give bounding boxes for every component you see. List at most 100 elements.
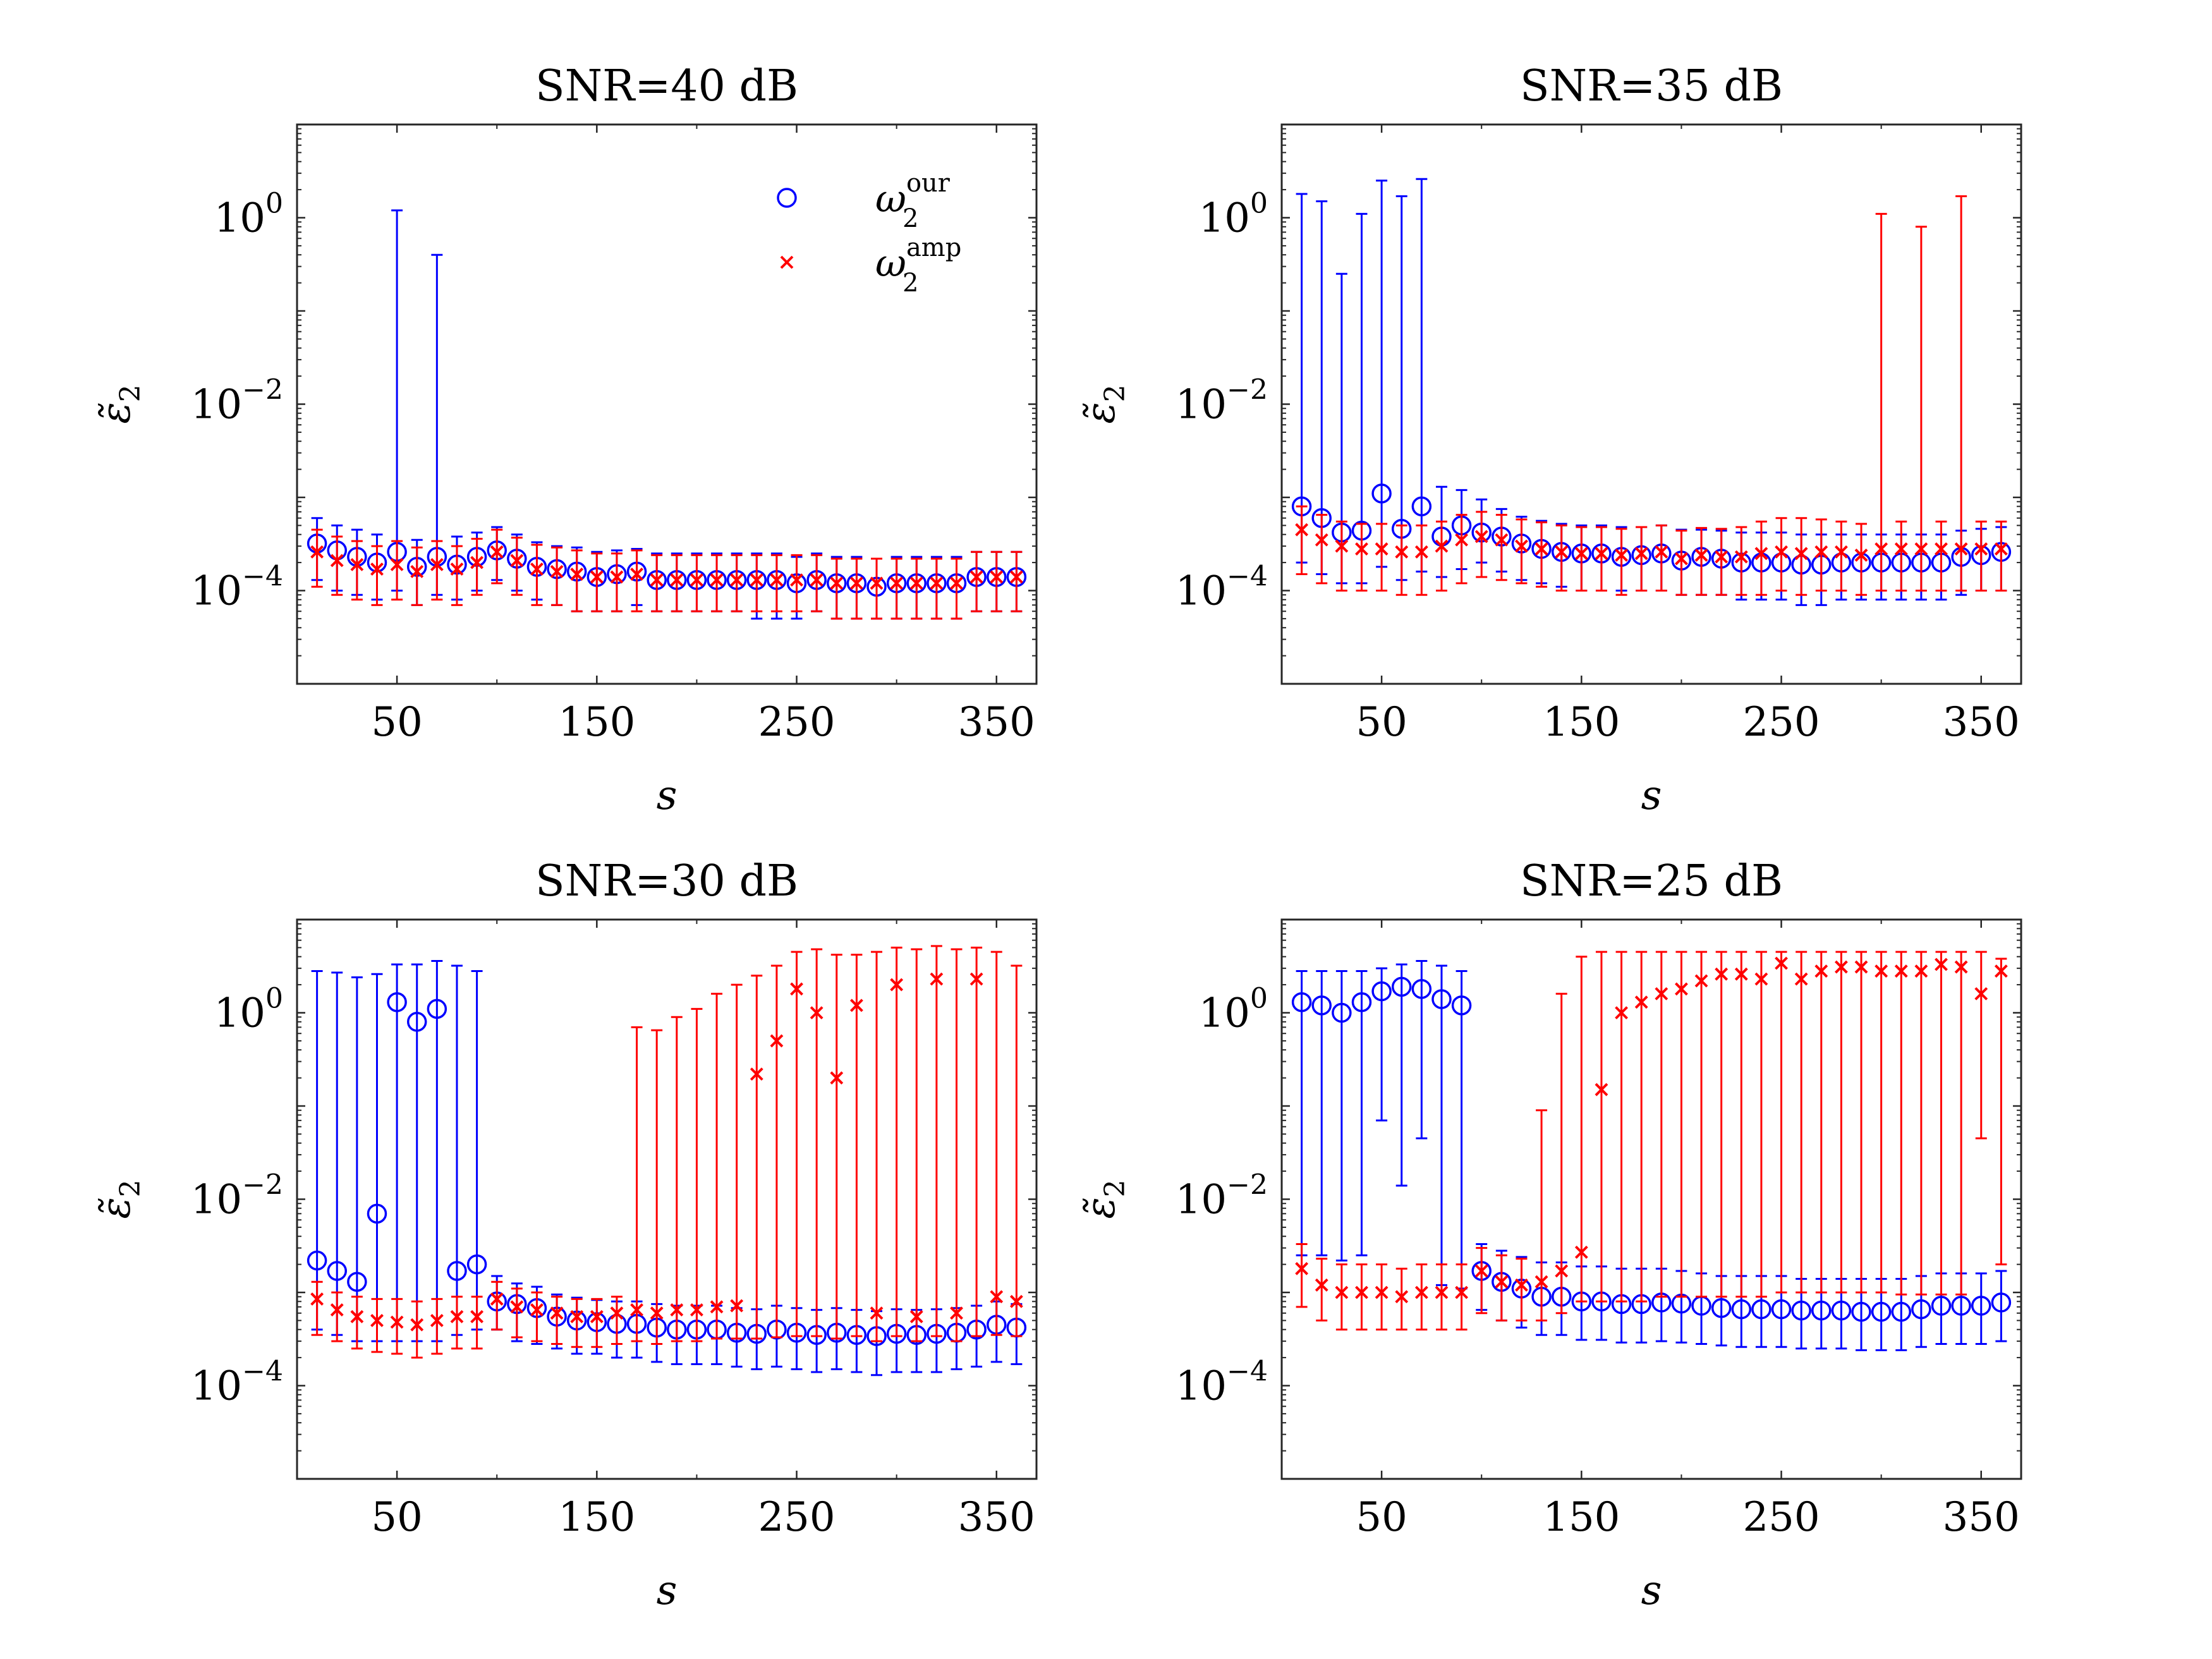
error-bar [1455,1263,1468,1331]
error-bar [1775,517,1787,592]
error-bar [1516,518,1528,585]
data-point [1994,964,2008,978]
error-bar [1316,514,1328,585]
data-point [390,557,404,571]
error-bar [1615,951,1627,1303]
error-bar [1875,212,1887,592]
x-tick-label: 250 [758,1494,835,1541]
data-point [1315,1278,1328,1292]
data-point [1435,539,1449,553]
y-tick-label: 100 [214,188,283,242]
data-point [1335,539,1349,553]
data-point [1854,549,1868,562]
error-bar [471,970,483,1331]
error-bar [1875,951,1887,1294]
data-point [1711,1297,1732,1318]
data-point [690,1303,703,1317]
error-bar [311,1280,323,1336]
data-point [1734,550,1748,564]
data-point [430,1313,444,1327]
error-bar [1555,992,1567,1315]
y-tick-label: 100 [214,983,283,1037]
error-bar [371,973,383,1342]
y-axis-label: ε̃2 [93,1179,147,1218]
error-bar [1835,520,1847,592]
data-point [950,576,963,590]
error-bar [1915,226,1927,592]
data-point [1355,542,1368,556]
data-point [510,1300,524,1314]
data-point [370,562,384,576]
panel-4: SNR=25 dB 10−4 10−2 100 50 150 250 350 s ε̃2 [1078,856,2022,1614]
error-bar [671,1016,683,1342]
data-point [710,573,724,587]
error-bar [751,975,763,1340]
series-group [307,945,1027,1376]
error-bar [770,554,782,612]
data-point [1411,979,1432,999]
error-bar [1335,520,1347,592]
data-point [1534,1275,1548,1289]
data-point [1375,1285,1389,1299]
error-bar [1416,524,1428,596]
error-bar [1935,520,1947,592]
data-point [1009,570,1023,584]
data-point [1474,530,1488,544]
series-our [1291,178,2012,606]
error-bar [930,945,942,1337]
data-point [1994,542,2008,556]
legend-label-amp: ωamp 2 [875,233,961,298]
error-bar [491,528,503,585]
error-bar [751,554,763,612]
data-point [750,573,763,587]
data-point [1751,1299,1771,1320]
data-point [350,557,364,571]
error-bar [691,554,703,612]
data-point [1971,1296,1991,1316]
error-bar [1395,524,1407,596]
error-bar [1915,951,1927,1296]
error-bar [1955,195,1967,592]
error-bar [1376,179,1388,568]
error-bar [711,554,723,612]
error-bar [1675,951,1687,1298]
axes-frame [1280,918,2022,1480]
error-bar [551,1296,563,1346]
data-point [466,1254,487,1275]
error-bar [391,963,403,1342]
data-point [1951,1296,1971,1316]
data-point [406,1012,427,1032]
data-point [427,999,447,1019]
error-bar [1735,951,1747,1298]
data-point [450,562,464,576]
data-point [610,1306,624,1320]
data-point [670,1303,684,1317]
error-bar [1536,521,1548,588]
data-point [1775,956,1788,970]
data-point [350,1310,364,1323]
data-point [1395,545,1409,559]
data-point [930,972,944,986]
panel-3: SNR=30 dB 10−4 10−2 100 50 150 250 350 s ε̃2 [93,856,1038,1614]
data-point [1634,995,1648,1009]
axes-frame [1280,123,2022,685]
data-point [1851,1301,1871,1322]
data-point [1332,1002,1352,1023]
data-point [830,576,844,590]
error-bar [1435,1263,1447,1331]
error-bar [331,1291,343,1342]
error-bar [830,954,842,1340]
data-point [450,1310,464,1323]
error-bar [1696,951,1708,1298]
error-bar [411,963,423,1342]
data-point [1875,542,1888,556]
data-point [1295,523,1309,537]
series-amp [310,945,1023,1359]
panel-2: SNR=35 dB 10−4 10−2 100 50 150 250 350 s ε̃2 [1078,61,2022,819]
data-point [650,573,664,587]
error-bar [1796,951,1808,1294]
x-tick-label: 250 [1742,699,1820,746]
data-point [570,568,584,581]
error-bar [1655,951,1667,1298]
error-bar [591,552,603,612]
